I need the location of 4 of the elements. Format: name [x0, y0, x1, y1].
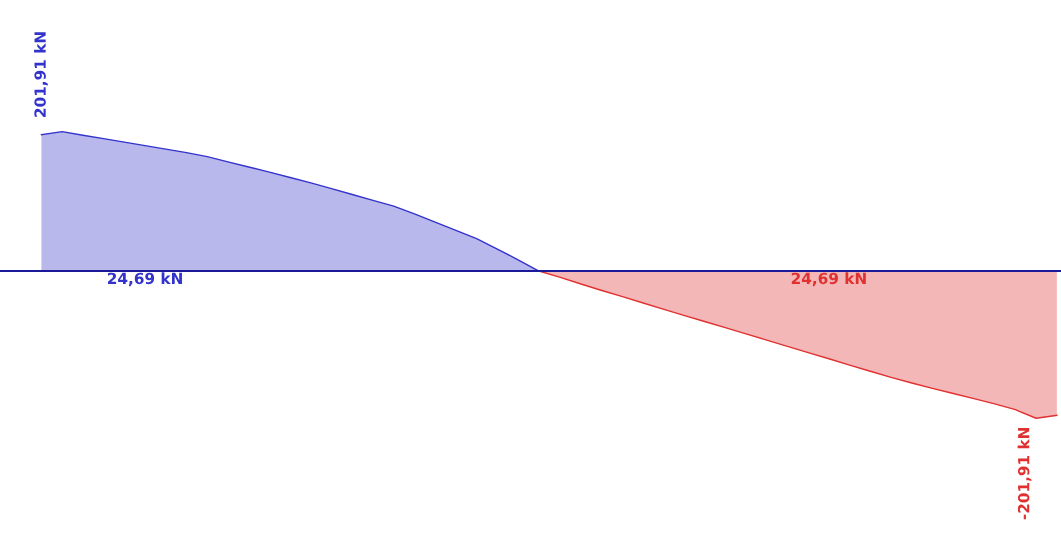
- annotation: 24,69 kN: [107, 272, 182, 287]
- text: 201,91 kN: [34, 32, 48, 117]
- annotation: 24,69 kN: [791, 272, 866, 287]
- text: -201,91 kN: [1017, 427, 1032, 520]
